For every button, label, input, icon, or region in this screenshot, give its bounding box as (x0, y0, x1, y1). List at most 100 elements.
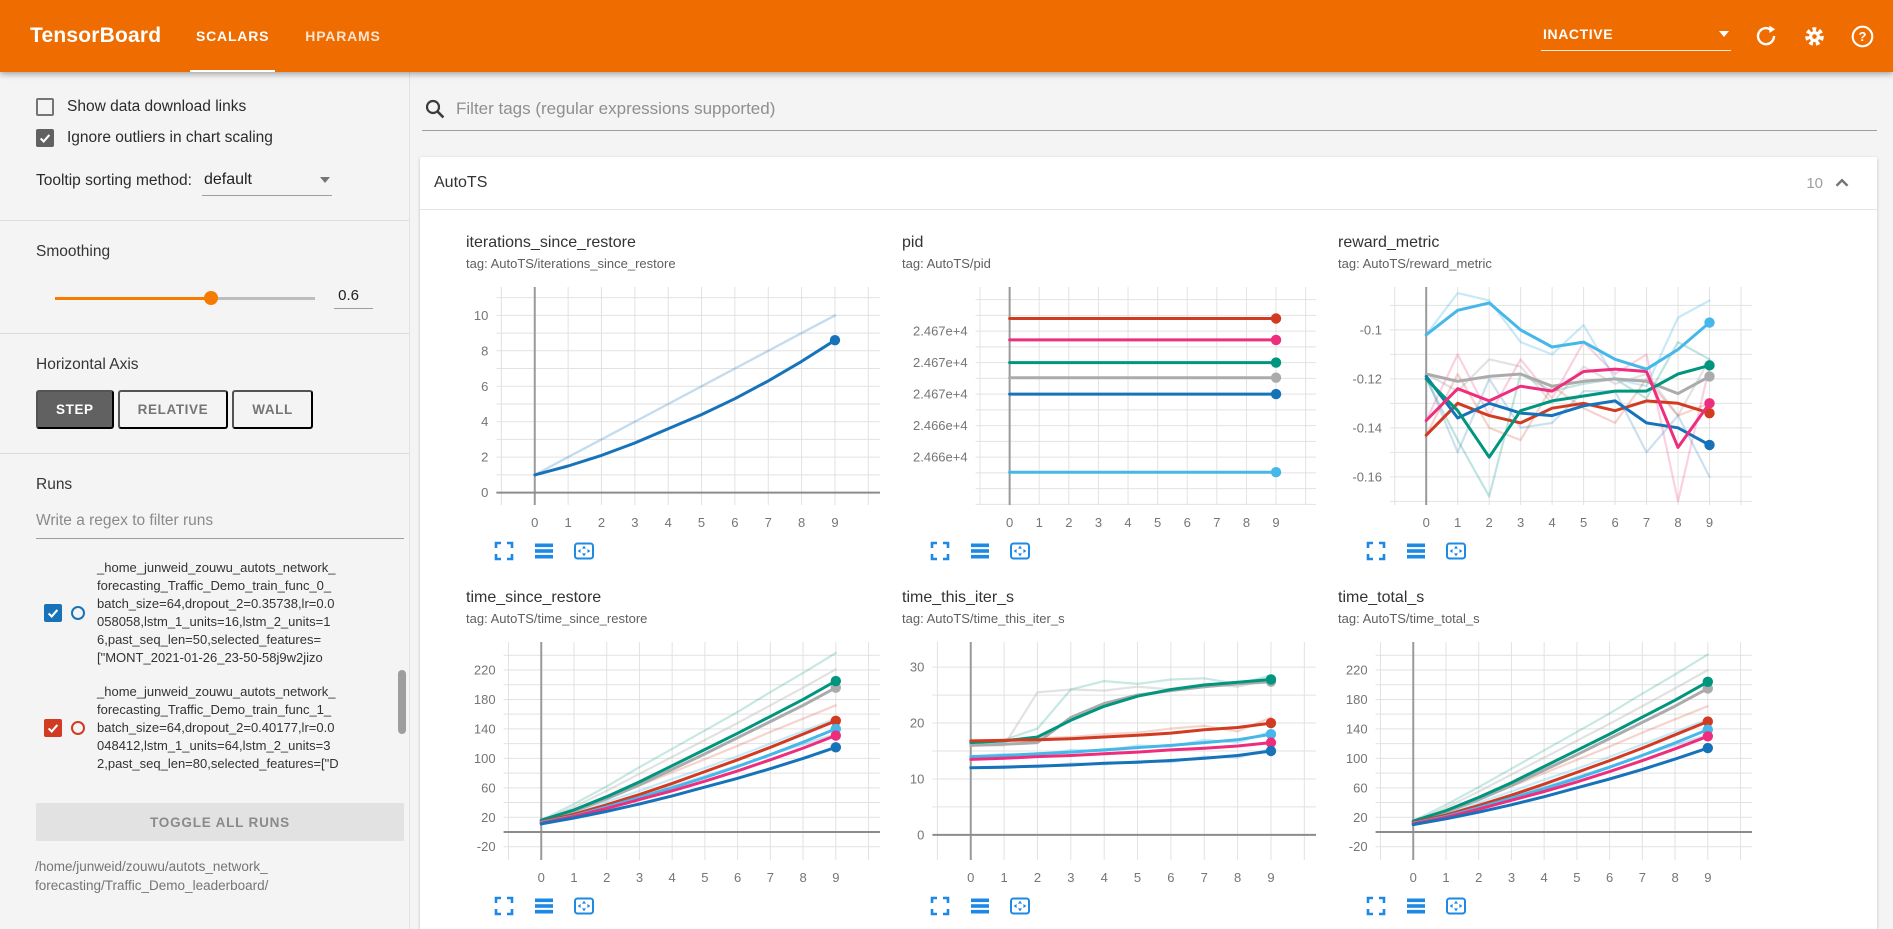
expand-icon[interactable] (492, 894, 516, 918)
run-label-line: forecasting_Traffic_Demo_train_func_0_ (97, 578, 332, 593)
smoothing-value[interactable]: 0.6 (334, 287, 373, 309)
chart-plot[interactable]: 220 180 140 100 60 20 -20 0 1 2 3 4 5 6 7 8 9 (1338, 634, 1758, 892)
fit-domain-icon[interactable] (572, 539, 596, 563)
settings-button[interactable] (1801, 23, 1827, 49)
x-tick-label: 7 (767, 870, 774, 885)
x-tick-label: 8 (1671, 870, 1678, 885)
chart-plot[interactable]: 2.467e+4 2.467e+4 2.467e+4 2.466e+4 2.466e+4… (902, 279, 1322, 537)
run-solo-radio[interactable] (71, 721, 85, 735)
help-button[interactable]: ? (1849, 23, 1875, 49)
fit-domain-icon[interactable] (1444, 894, 1468, 918)
run-solo-radio[interactable] (71, 606, 85, 620)
divider (0, 453, 409, 454)
run-label: _home_junweid_zouwu_autots_network_ forec… (97, 559, 397, 667)
smoothing-slider[interactable] (55, 291, 315, 305)
expand-icon[interactable] (928, 539, 952, 563)
y-tick-label: -0.1 (1360, 322, 1382, 337)
expand-icon[interactable] (928, 894, 952, 918)
axis-relative-button[interactable]: RELATIVE (117, 390, 229, 429)
x-tick-label: 2 (1034, 870, 1041, 885)
chart-tag: tag: AutoTS/reward_metric (1338, 256, 1492, 271)
x-tick-label: 4 (665, 515, 672, 530)
series-endpoint-run-teal (1265, 674, 1277, 685)
x-tick-label: 2 (1486, 515, 1493, 530)
series-line-raw-teal (1425, 340, 1711, 498)
x-tick-label: 2 (603, 870, 610, 885)
chart-plot[interactable]: 10 8 6 4 2 0 0 1 2 3 4 5 6 7 8 9 (466, 279, 886, 537)
tag-filter-input[interactable] (456, 99, 1873, 119)
chart-card-time_since_restore: time_since_restore tag: AutoTS/time_since… (466, 589, 902, 918)
fit-domain-icon[interactable] (1008, 894, 1032, 918)
log-scale-icon[interactable] (1404, 894, 1428, 918)
horizontal-axis-buttons: STEP RELATIVE WALL (36, 390, 409, 429)
app-title: TensorBoard (30, 24, 162, 47)
log-scale-icon[interactable] (968, 539, 992, 563)
header-controls: INACTIVE ? (1541, 0, 1875, 72)
run-checkbox[interactable] (44, 719, 62, 737)
log-scale-icon[interactable] (532, 539, 556, 563)
checkbox-show-download-links[interactable]: Show data download links (36, 98, 409, 116)
status-dropdown[interactable]: INACTIVE (1541, 22, 1731, 51)
x-tick-label: 2 (1475, 870, 1482, 885)
x-tick-label: 1 (1036, 515, 1043, 530)
chart-plot[interactable]: 220 180 140 100 60 20 -20 0 1 2 3 4 5 6 7 8 9 (466, 634, 886, 892)
y-tick-label: 100 (1346, 751, 1368, 766)
series-line-raw (533, 314, 837, 477)
chart-title: time_this_iter_s (902, 589, 1015, 606)
x-tick-label: 1 (1454, 515, 1461, 530)
toggle-all-runs-button[interactable]: TOGGLE ALL RUNS (36, 803, 404, 841)
run-label: _home_junweid_zouwu_autots_network_ forec… (97, 683, 397, 773)
charts-grid: iterations_since_restore tag: AutoTS/iter… (420, 210, 1877, 918)
series-endpoint-run-blue (1270, 388, 1282, 400)
slider-handle[interactable] (204, 291, 218, 305)
x-tick-label: 3 (631, 515, 638, 530)
series-endpoint-run-cyan (1270, 467, 1282, 478)
y-tick-label: 20 (1353, 810, 1367, 825)
series-line-run-blue (539, 745, 838, 826)
axis-wall-button[interactable]: WALL (232, 390, 313, 429)
series-endpoint-run-blue (1702, 742, 1714, 754)
checkbox-ignore-outliers[interactable]: Ignore outliers in chart scaling (36, 129, 409, 147)
expand-icon[interactable] (1364, 894, 1388, 918)
smoothing-heading: Smoothing (36, 243, 111, 260)
log-scale-icon[interactable] (532, 894, 556, 918)
tooltip-sorting-select[interactable]: default (201, 171, 332, 196)
status-label: INACTIVE (1543, 25, 1614, 42)
expand-icon[interactable] (492, 539, 516, 563)
checkbox-label: Show data download links (67, 98, 247, 115)
chart-card-pid: pid tag: AutoTS/pid 2.467e+4 2.467e+4 2.467e… (902, 234, 1338, 563)
tag-group-header[interactable]: AutoTS 10 (420, 157, 1877, 210)
tab-hparams[interactable]: HPARAMS (287, 0, 398, 72)
tab-scalars[interactable]: SCALARS (178, 0, 287, 72)
x-tick-label: 3 (636, 870, 643, 885)
series-line-run-cyan (1424, 301, 1711, 371)
tab-hparams-label: HPARAMS (305, 28, 381, 44)
refresh-button[interactable] (1753, 23, 1779, 49)
log-scale-icon[interactable] (1404, 539, 1428, 563)
fit-domain-icon[interactable] (1444, 539, 1468, 563)
chevron-up-icon[interactable] (1831, 172, 1853, 194)
series-endpoint-run-red (1704, 407, 1715, 419)
log-scale-icon[interactable] (968, 894, 992, 918)
sidebar-scrollbar-thumb[interactable] (398, 670, 406, 734)
runs-filter-input[interactable] (36, 508, 404, 539)
axis-step-button[interactable]: STEP (36, 390, 114, 429)
settings-sidebar: Show data download links Ignore outliers… (0, 72, 410, 929)
expand-icon[interactable] (1364, 539, 1388, 563)
x-tick-label: 3 (1517, 515, 1524, 530)
run-checkbox[interactable] (44, 604, 62, 622)
run-label-line: ["MONT_2021-01-26_23-50-58j9w2jizo (97, 650, 323, 665)
chart-plot[interactable]: -0.1 -0.12 -0.14 -0.16 0 1 2 3 4 5 6 7 8 9 (1338, 279, 1758, 537)
chart-plot[interactable]: 30 20 10 0 0 1 2 3 4 5 6 7 8 9 (902, 634, 1322, 892)
x-tick-label: 7 (765, 515, 772, 530)
series-endpoint-run-pink (1270, 334, 1282, 346)
series-endpoint-run-teal (1704, 360, 1715, 371)
y-tick-label: 6 (481, 379, 488, 394)
fit-domain-icon[interactable] (1008, 539, 1032, 563)
run-row: _home_junweid_zouwu_autots_network_ forec… (0, 553, 409, 677)
chart-actions (492, 539, 902, 563)
series-line-raw-gray (540, 668, 837, 823)
fit-domain-icon[interactable] (572, 894, 596, 918)
x-tick-label: 5 (698, 515, 705, 530)
